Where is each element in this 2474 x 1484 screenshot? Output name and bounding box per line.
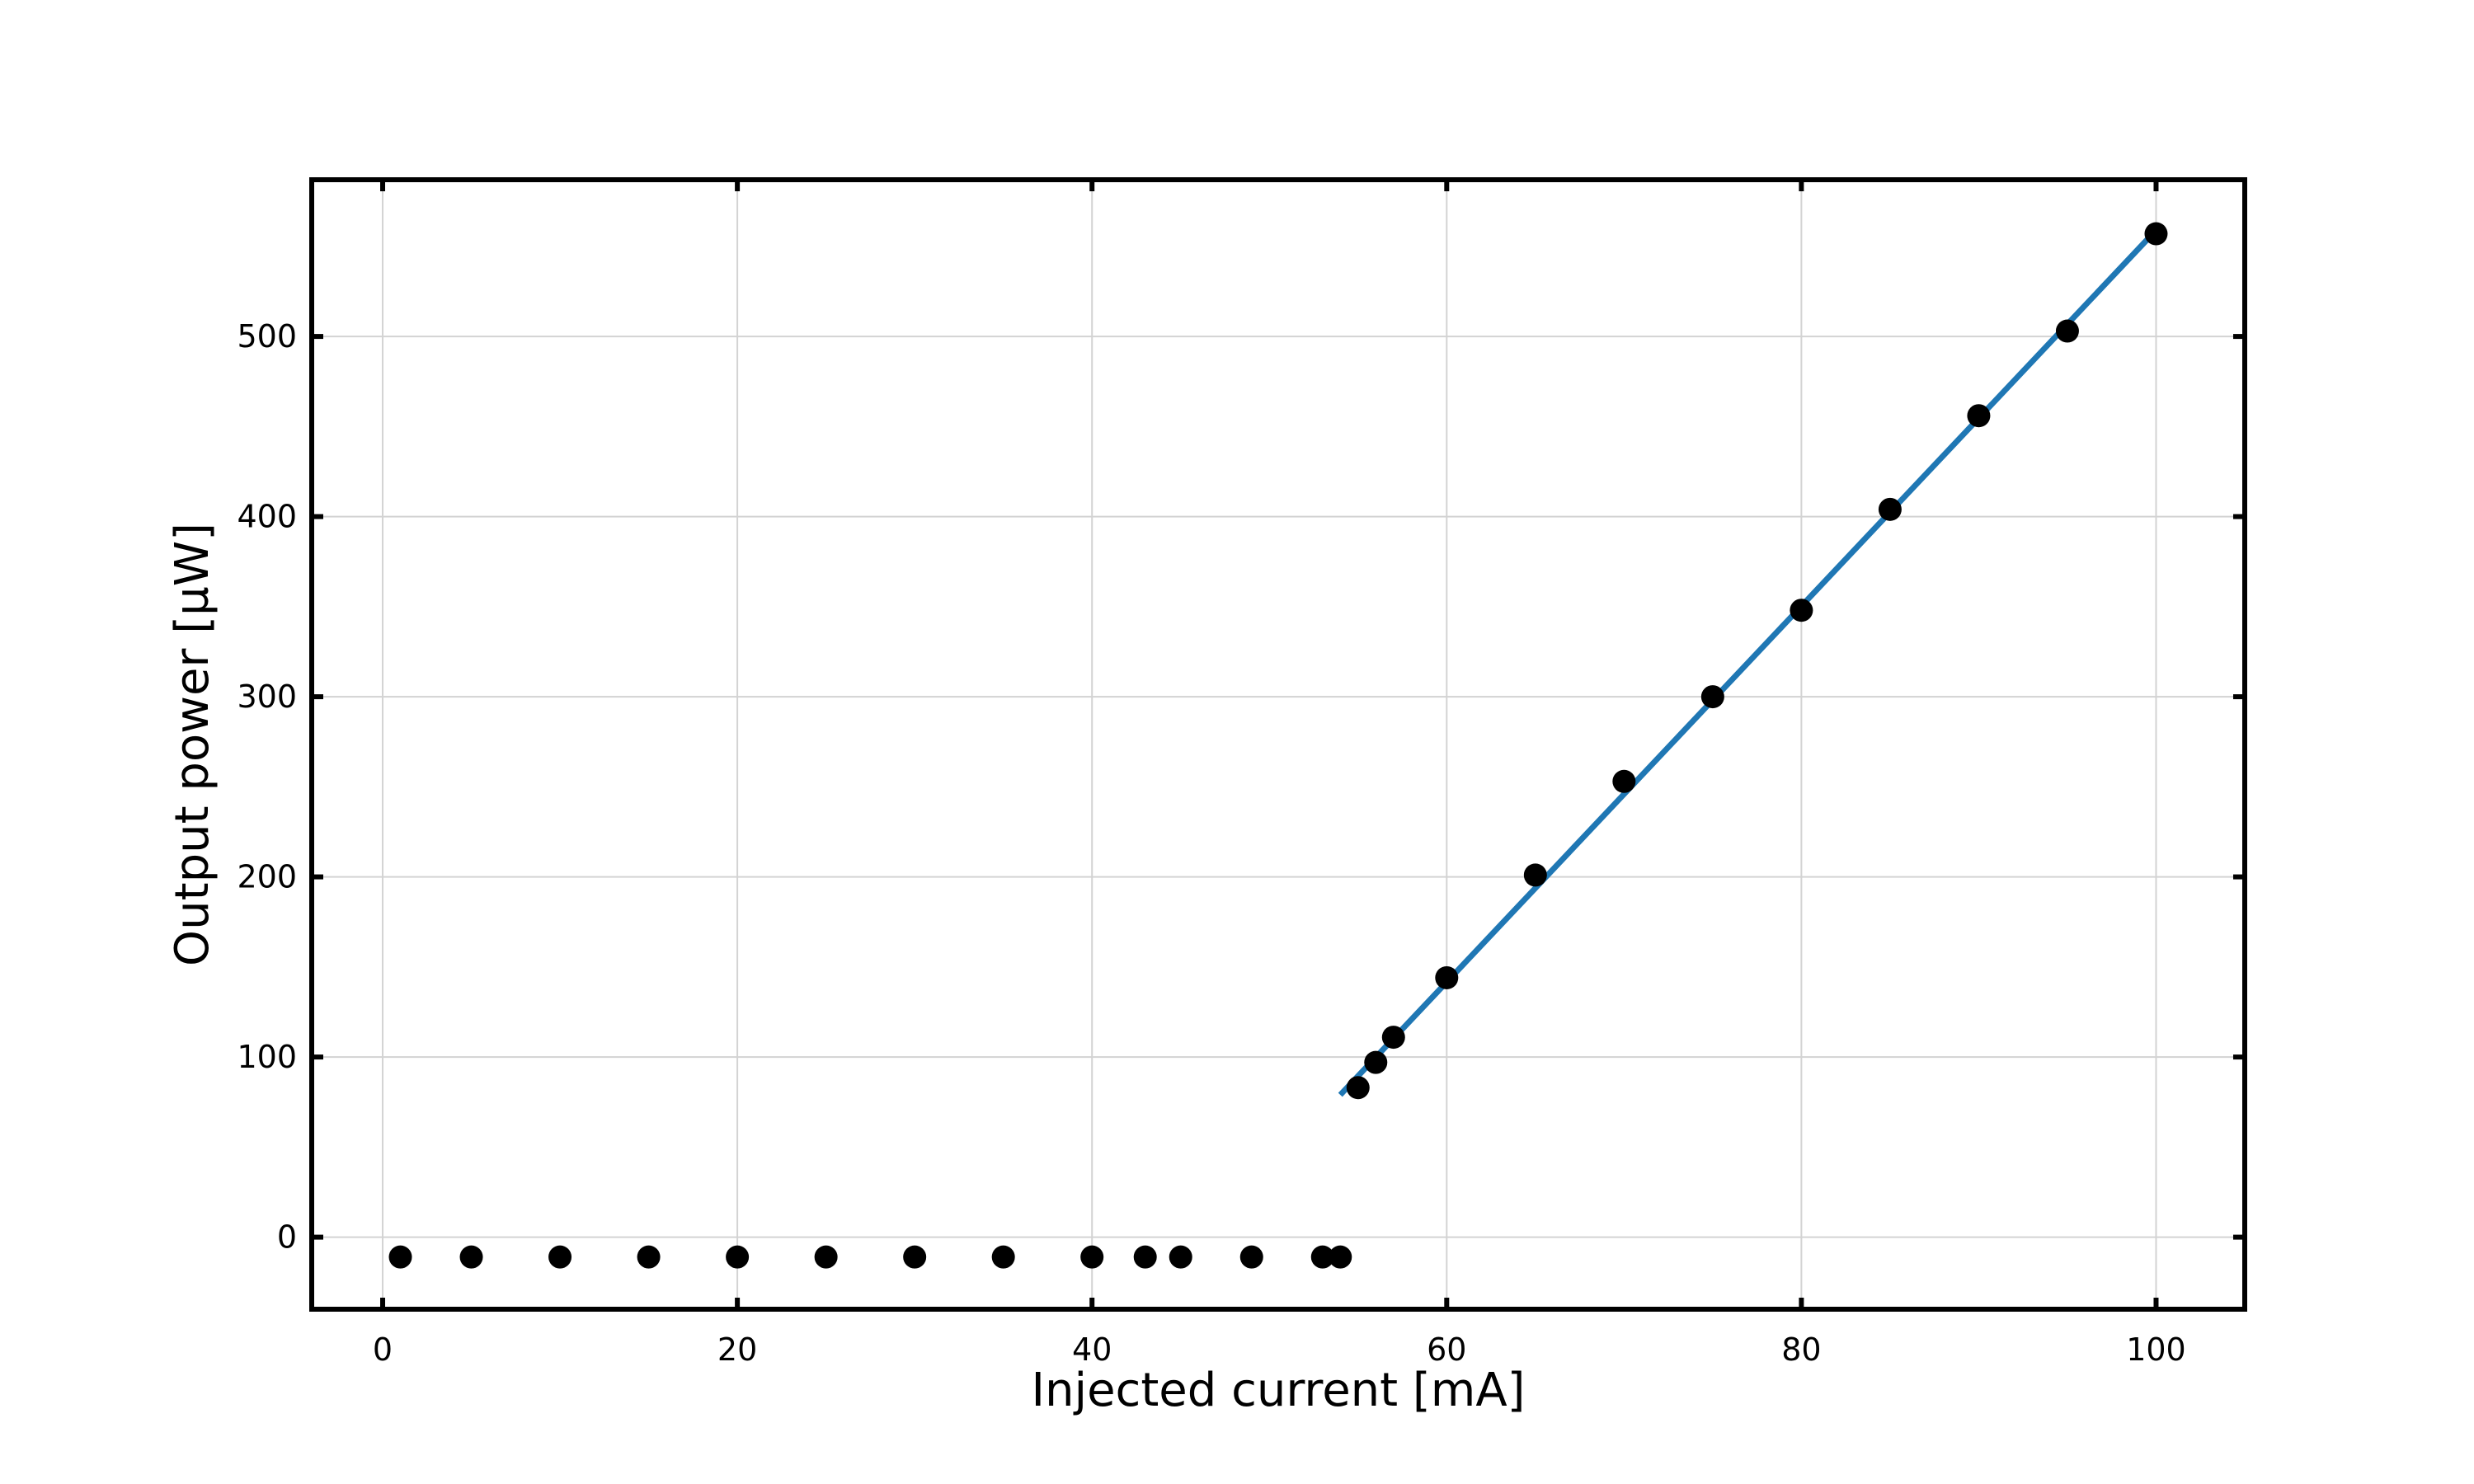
data-point — [1967, 404, 1991, 428]
data-point — [1435, 965, 1459, 989]
data-point — [1523, 863, 1547, 887]
data-point — [1080, 1245, 1104, 1269]
plot-frame — [309, 177, 2247, 1312]
data-point — [814, 1245, 838, 1269]
data-point — [1239, 1245, 1263, 1269]
data-point — [1612, 769, 1636, 793]
data-point — [459, 1245, 483, 1269]
data-point — [991, 1245, 1015, 1269]
data-point — [2055, 319, 2079, 343]
data-point — [1878, 497, 1902, 521]
data-point — [1700, 685, 1724, 709]
x-tick-label: 100 — [2126, 1331, 2186, 1368]
y-tick-label: 400 — [237, 499, 297, 535]
data-point — [1133, 1245, 1157, 1269]
fit-line — [1338, 228, 2159, 1097]
data-point — [1364, 1050, 1388, 1074]
data-point — [1381, 1026, 1405, 1050]
x-tick-label: 0 — [373, 1331, 393, 1368]
y-tick-label: 200 — [237, 859, 297, 895]
data-point — [1169, 1245, 1192, 1269]
data-point — [903, 1245, 927, 1269]
y-tick-label: 300 — [237, 679, 297, 715]
data-point — [1790, 599, 1813, 622]
y-tick-label: 500 — [237, 318, 297, 355]
x-tick-label: 60 — [1427, 1331, 1466, 1368]
data-point — [1329, 1245, 1352, 1269]
x-tick-label: 20 — [717, 1331, 757, 1368]
x-axis-title: Injected current [mA] — [1032, 1364, 1526, 1417]
y-tick-label: 0 — [277, 1219, 297, 1256]
data-point — [1346, 1076, 1370, 1100]
data-point — [637, 1245, 661, 1269]
data-point — [388, 1245, 412, 1269]
x-tick-label: 40 — [1072, 1331, 1112, 1368]
axis-ticks: 0 20 40 60 80 100 0 100 200 300 400 500 — [237, 180, 2245, 1368]
y-axis-title: Output power [µW] — [166, 523, 219, 966]
fit-line-group — [1338, 228, 2159, 1097]
data-point — [548, 1245, 572, 1269]
data-point — [2144, 222, 2168, 246]
grid — [312, 180, 2245, 1309]
data-point — [726, 1245, 750, 1269]
data-point — [1310, 1245, 1334, 1269]
x-tick-label: 80 — [1781, 1331, 1821, 1368]
data-points — [388, 222, 2168, 1269]
y-tick-label: 100 — [237, 1039, 297, 1075]
